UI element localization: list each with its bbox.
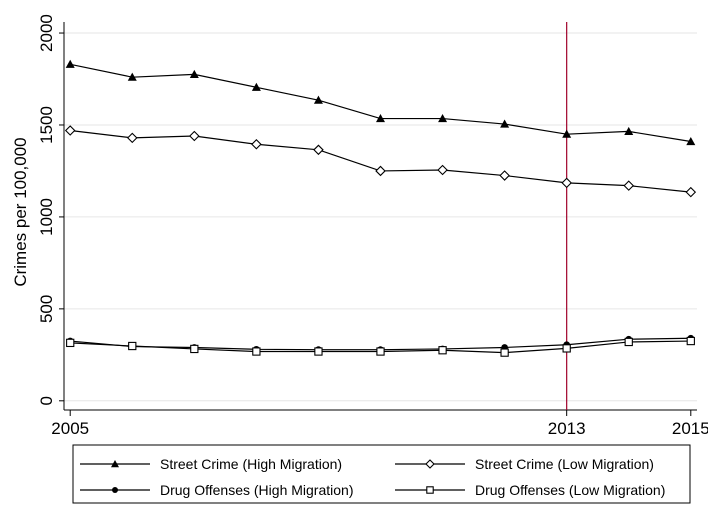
legend-label: Drug Offenses (Low Migration) (475, 482, 665, 498)
y-tick-label: 500 (37, 295, 56, 323)
marker-square (426, 486, 434, 494)
marker-triangle (686, 137, 696, 146)
marker-square (376, 347, 385, 356)
marker-triangle (65, 59, 75, 68)
x-tick-label: 2015 (672, 419, 708, 438)
marker-triangle (127, 72, 137, 81)
marker-diamond (313, 144, 324, 156)
legend-item: Street Crime (High Migration) (80, 456, 342, 472)
marker-square (438, 346, 447, 355)
marker-triangle (251, 82, 261, 91)
marker-square (562, 344, 571, 353)
marker-square (500, 348, 509, 357)
legend-label: Street Crime (High Migration) (160, 456, 342, 472)
marker-diamond (126, 132, 138, 144)
y-tick-label: 2000 (37, 14, 56, 52)
marker-triangle (189, 69, 199, 79)
legend-label: Drug Offenses (High Migration) (160, 482, 353, 498)
series-diamond (64, 125, 697, 198)
y-tick-label: 1500 (37, 106, 56, 144)
marker-triangle (624, 126, 634, 136)
legend-item: Drug Offenses (High Migration) (80, 482, 353, 498)
legend-label: Street Crime (Low Migration) (475, 456, 654, 472)
marker-triangle (313, 95, 323, 104)
marker-diamond (425, 459, 435, 469)
series-square (66, 336, 695, 357)
marker-triangle (438, 114, 448, 123)
gridlines (64, 32, 697, 402)
x-tick-label: 2005 (51, 419, 89, 438)
marker-diamond (189, 130, 200, 142)
marker-square (314, 347, 323, 356)
legend: Street Crime (High Migration) Street Crim… (72, 444, 691, 504)
marker-square (66, 338, 75, 348)
marker-circle (112, 487, 118, 493)
series-group (64, 59, 697, 357)
marker-square (128, 341, 137, 351)
y-axis-title: Crimes per 100,000 (11, 137, 30, 286)
marker-diamond (685, 186, 697, 198)
marker-diamond (561, 177, 572, 189)
y-tick-label: 0 (37, 396, 56, 405)
marker-diamond (623, 180, 635, 191)
legend-box (72, 444, 691, 504)
marker-diamond (437, 164, 448, 176)
marker-square (190, 344, 199, 354)
marker-triangle (376, 114, 385, 123)
y-tick-label: 1000 (37, 198, 56, 236)
marker-diamond (499, 170, 510, 181)
axes: 0 500 1000 1500 2000 2005 2013 2015 (37, 14, 708, 438)
marker-triangle (111, 460, 119, 468)
legend-item: Drug Offenses (Low Migration) (395, 482, 665, 498)
marker-triangle (500, 119, 510, 128)
marker-square (252, 347, 261, 356)
legend-item: Street Crime (Low Migration) (395, 456, 654, 472)
marker-diamond (251, 139, 262, 150)
marker-diamond (375, 165, 386, 177)
marker-square (624, 337, 633, 347)
series-triangle (65, 59, 696, 146)
marker-square (686, 336, 695, 346)
x-tick-label: 2013 (548, 419, 586, 438)
marker-triangle (562, 129, 572, 138)
marker-diamond (64, 125, 76, 136)
